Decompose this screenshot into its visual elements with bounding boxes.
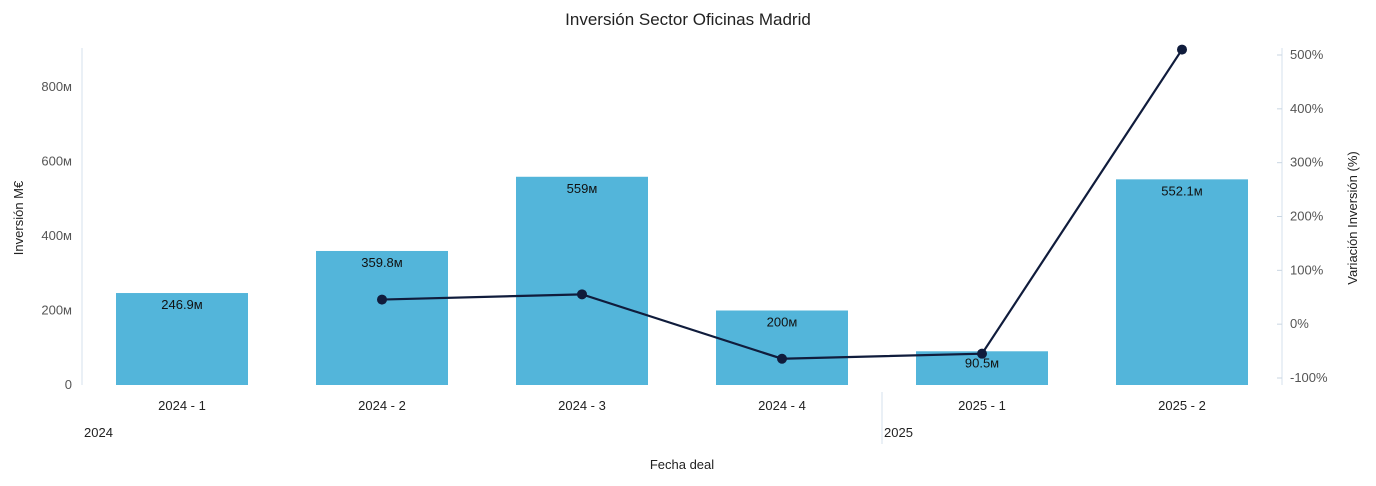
bar-data-label: 559м — [567, 181, 598, 196]
y-tick-label-right: 500% — [1290, 47, 1324, 62]
x-group-label: 2025 — [884, 425, 913, 440]
y-axis-left-title: Inversión M€ — [11, 180, 26, 255]
x-axis: 2024 - 1 2024 - 2 2024 - 3 2024 - 4 2025 - 1… — [84, 392, 1206, 444]
bar-data-label: 200м — [767, 315, 798, 330]
y-tick-label-left: 800м — [41, 79, 72, 94]
line-point — [777, 353, 787, 364]
line-point — [977, 348, 987, 359]
bar-data-label: 246.9м — [161, 297, 203, 312]
line-point — [1177, 44, 1187, 55]
x-tick-label: 2025 - 1 — [958, 398, 1006, 413]
y-tick-label-right: 300% — [1290, 155, 1324, 170]
x-tick-label: 2024 - 4 — [758, 398, 806, 413]
bar-data-label: 90.5м — [965, 355, 999, 370]
y-tick-label-right: 0% — [1290, 316, 1309, 331]
y-tick-label-right: -100% — [1290, 370, 1328, 385]
x-tick-label: 2024 - 1 — [158, 398, 206, 413]
y-tick-label-left: 600м — [41, 154, 72, 169]
bar — [1116, 179, 1248, 385]
x-tick-label: 2024 - 2 — [358, 398, 406, 413]
chart-title: Inversión Sector Oficinas Madrid — [565, 10, 811, 29]
bar-data-labels: 246.9м 359.8м 559м 200м 90.5м 552.1м — [161, 181, 1203, 371]
y-axis-right-title: Variación Inversión (%) — [1345, 151, 1360, 284]
x-group-label: 2024 — [84, 425, 113, 440]
y-tick-label-right: 400% — [1290, 101, 1324, 116]
y-tick-label-left: 0 — [65, 377, 72, 392]
bar — [716, 310, 848, 385]
bar-data-label: 552.1м — [1161, 183, 1203, 198]
bar-series — [116, 176, 1248, 385]
x-axis-title: Fecha deal — [650, 457, 714, 472]
bar-data-label: 359.8м — [361, 255, 403, 270]
x-tick-label: 2024 - 3 — [558, 398, 606, 413]
bar — [116, 293, 248, 385]
line-point — [577, 289, 587, 300]
line-series — [377, 44, 1187, 364]
bar — [516, 176, 648, 385]
y-axis-left: 0 200м 400м 600м 800м — [41, 48, 83, 392]
line-point — [377, 294, 387, 305]
y-axis-right: -100% 0% 100% 200% 300% 400% 500% — [1277, 47, 1328, 385]
y-tick-label-left: 400м — [41, 228, 72, 243]
y-tick-label-right: 200% — [1290, 209, 1324, 224]
y-tick-label-left: 200м — [41, 303, 72, 318]
bar — [316, 250, 448, 385]
y-tick-label-right: 100% — [1290, 262, 1324, 277]
x-tick-label: 2025 - 2 — [1158, 398, 1206, 413]
